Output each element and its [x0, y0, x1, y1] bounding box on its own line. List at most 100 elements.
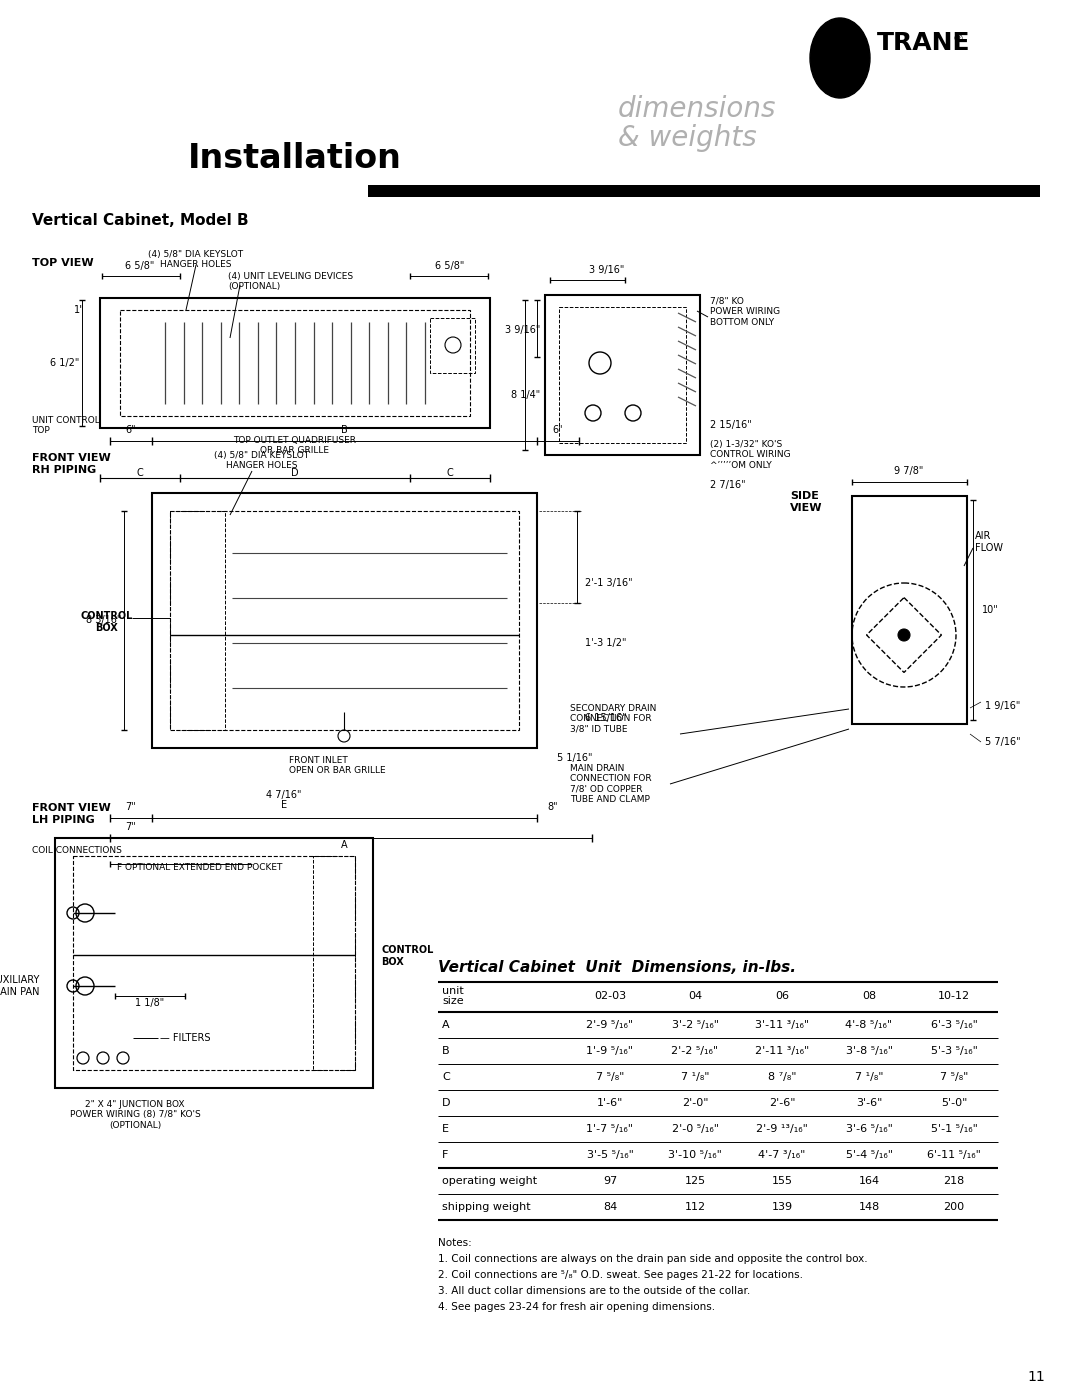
Text: 218: 218 [943, 1176, 964, 1186]
Bar [170, 511, 519, 731]
Text: 1 1/8": 1 1/8" [135, 997, 164, 1009]
Text: 1'-9 ⁵/₁₆": 1'-9 ⁵/₁₆" [586, 1046, 634, 1056]
Text: 8 1/4": 8 1/4" [511, 390, 540, 400]
Text: MAIN DRAIN
CONNECTION FOR
7/8' OD COPPER
TUBE AND CLAMP: MAIN DRAIN CONNECTION FOR 7/8' OD COPPER… [570, 764, 651, 805]
Text: 97: 97 [603, 1176, 617, 1186]
Text: 6 5/8": 6 5/8" [125, 261, 154, 271]
Text: 10": 10" [982, 605, 999, 615]
Text: 4. See pages 23-24 for fresh air opening dimensions.: 4. See pages 23-24 for fresh air opening… [438, 1302, 715, 1312]
Text: 2'-0": 2'-0" [681, 1098, 708, 1108]
Text: 06: 06 [775, 990, 789, 1002]
Text: C: C [442, 1071, 449, 1083]
Text: 5 7/16": 5 7/16" [985, 738, 1021, 747]
Text: 3'-8 ⁵/₁₆": 3'-8 ⁵/₁₆" [846, 1046, 892, 1056]
Text: 7 ⁵/₈": 7 ⁵/₈" [940, 1071, 968, 1083]
Text: AUXILIARY
DRAIN PAN: AUXILIARY DRAIN PAN [0, 975, 40, 997]
Text: C: C [137, 468, 144, 478]
Text: D: D [292, 468, 299, 478]
Text: C: C [447, 468, 454, 478]
Text: 6'-3 ⁵/₁₆": 6'-3 ⁵/₁₆" [931, 1020, 977, 1030]
Text: 3 9/16": 3 9/16" [590, 265, 624, 275]
Text: E: E [281, 800, 287, 810]
Text: 5'-0": 5'-0" [941, 1098, 968, 1108]
Text: COIL CONNECTIONS: COIL CONNECTIONS [32, 847, 122, 855]
Text: 2" X 4" JUNCTION BOX
POWER WIRING (8) 7/8" KO'S
(OPTIONAL): 2" X 4" JUNCTION BOX POWER WIRING (8) 7/… [69, 1099, 201, 1130]
Text: Vertical Cabinet  Unit  Dimensions, in-lbs.: Vertical Cabinet Unit Dimensions, in-lbs… [438, 960, 796, 975]
Text: 6 1/2": 6 1/2" [50, 358, 79, 367]
Text: 3'-6": 3'-6" [855, 1098, 882, 1108]
Text: 8 ⁷/₈": 8 ⁷/₈" [768, 1071, 796, 1083]
Text: 8 3/16": 8 3/16" [85, 615, 121, 624]
Text: 155: 155 [771, 1176, 793, 1186]
Text: 8": 8" [546, 802, 557, 812]
Bar [152, 493, 537, 747]
Text: 3'-10 ⁵/₁₆": 3'-10 ⁵/₁₆" [669, 1150, 721, 1160]
Text: 1 9/16": 1 9/16" [985, 701, 1021, 711]
Text: 5'-3 ⁵/₁₆": 5'-3 ⁵/₁₆" [931, 1046, 977, 1056]
Text: 6 15/16": 6 15/16" [585, 712, 626, 724]
Text: F: F [442, 1150, 448, 1160]
Text: 2'-9 ¹³/₁₆": 2'-9 ¹³/₁₆" [756, 1125, 808, 1134]
Text: 3'-2 ⁵/₁₆": 3'-2 ⁵/₁₆" [672, 1020, 718, 1030]
Text: 7 ⁵/₈": 7 ⁵/₈" [596, 1071, 624, 1083]
Text: 6": 6" [125, 425, 136, 434]
Text: E: E [442, 1125, 449, 1134]
Text: 2'-11 ³/₁₆": 2'-11 ³/₁₆" [755, 1046, 809, 1056]
Text: B: B [442, 1046, 449, 1056]
Text: 3. All duct collar dimensions are to the outside of the collar.: 3. All duct collar dimensions are to the… [438, 1287, 751, 1296]
Text: 11: 11 [1027, 1370, 1045, 1384]
Text: 5 1/16": 5 1/16" [557, 753, 593, 763]
Text: TRANE: TRANE [877, 31, 971, 54]
Text: 2 15/16": 2 15/16" [710, 420, 752, 430]
Bar [545, 295, 700, 455]
Text: (4) 5/8" DIA KEYSLOT
HANGER HOLES: (4) 5/8" DIA KEYSLOT HANGER HOLES [215, 451, 310, 471]
Text: A: A [340, 840, 348, 849]
Text: 7 ¹/₈": 7 ¹/₈" [680, 1071, 710, 1083]
Text: Vertical Cabinet, Model B: Vertical Cabinet, Model B [32, 212, 248, 228]
Bar [120, 310, 470, 416]
Text: 4'-7 ³/₁₆": 4'-7 ³/₁₆" [758, 1150, 806, 1160]
Text: 04: 04 [688, 990, 702, 1002]
Bar [313, 856, 355, 1070]
Bar [368, 184, 1040, 197]
Text: 7": 7" [125, 821, 136, 833]
Text: FRONT VIEW
RH PIPING: FRONT VIEW RH PIPING [32, 453, 111, 475]
Text: 139: 139 [771, 1201, 793, 1213]
Text: 7": 7" [125, 802, 136, 812]
Text: 2 7/16": 2 7/16" [710, 481, 745, 490]
Text: 2'-1 3/16": 2'-1 3/16" [585, 578, 633, 588]
Text: F OPTIONAL EXTENDED END POCKET: F OPTIONAL EXTENDED END POCKET [117, 863, 282, 873]
Text: 84: 84 [603, 1201, 617, 1213]
Text: B: B [340, 425, 348, 434]
Circle shape [897, 629, 910, 641]
Text: SECONDARY DRAIN
CONNECTION FOR
3/8" ID TUBE: SECONDARY DRAIN CONNECTION FOR 3/8" ID T… [570, 704, 657, 733]
Text: TOP VIEW: TOP VIEW [32, 258, 94, 268]
Text: size: size [442, 996, 463, 1006]
Text: SIDE
VIEW: SIDE VIEW [789, 490, 823, 513]
Bar [55, 838, 373, 1088]
Text: 08: 08 [862, 990, 876, 1002]
Text: & weights: & weights [618, 124, 757, 152]
Text: CONTROL
BOX: CONTROL BOX [381, 946, 433, 967]
Text: 1. Coil connections are always on the drain pan side and opposite the control bo: 1. Coil connections are always on the dr… [438, 1255, 867, 1264]
Text: 148: 148 [859, 1201, 879, 1213]
Text: Notes:: Notes: [438, 1238, 472, 1248]
Text: 1'-3 1/2": 1'-3 1/2" [585, 638, 626, 648]
Bar [430, 319, 475, 373]
Text: 7/8" KO
POWER WIRING
BOTTOM ONLY: 7/8" KO POWER WIRING BOTTOM ONLY [710, 298, 780, 327]
Bar [852, 496, 967, 724]
Text: 6 5/8": 6 5/8" [435, 261, 464, 271]
Text: 2'-9 ⁵/₁₆": 2'-9 ⁵/₁₆" [586, 1020, 634, 1030]
Text: 112: 112 [685, 1201, 705, 1213]
Text: 200: 200 [944, 1201, 964, 1213]
Text: dimensions: dimensions [618, 95, 777, 123]
Text: 3'-6 ⁵/₁₆": 3'-6 ⁵/₁₆" [846, 1125, 892, 1134]
Text: Installation: Installation [188, 142, 402, 175]
Text: 6": 6" [553, 425, 564, 434]
Bar [73, 856, 355, 1070]
Text: 5'-1 ⁵/₁₆": 5'-1 ⁵/₁₆" [931, 1125, 977, 1134]
Text: 3'-11 ³/₁₆": 3'-11 ³/₁₆" [755, 1020, 809, 1030]
Text: 1'-7 ⁵/₁₆": 1'-7 ⁵/₁₆" [586, 1125, 634, 1134]
Text: 02-03: 02-03 [594, 990, 626, 1002]
Text: D: D [442, 1098, 450, 1108]
